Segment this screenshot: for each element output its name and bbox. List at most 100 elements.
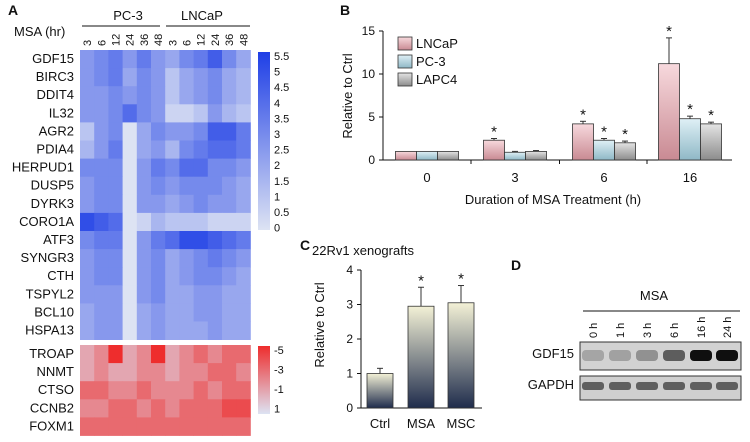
heatmap-cell <box>122 104 138 123</box>
heatmap-cell <box>222 231 237 250</box>
legend-up-ticks: 5.5 5 4.5 4 3.5 3 2.5 2 1.5 1 0.5 0 <box>274 51 289 235</box>
band-gdf15 <box>609 350 631 361</box>
heatmap-cell <box>179 194 194 214</box>
heatmap-cell <box>165 212 180 232</box>
heatmap-cell <box>179 176 194 196</box>
significance-star: * <box>418 272 424 289</box>
heatmap-cell <box>165 381 180 400</box>
heatmap-cell <box>179 381 194 400</box>
heatmap-cell <box>94 321 109 340</box>
heatmap-cell <box>122 381 138 400</box>
heatmap-cell <box>207 212 223 232</box>
heatmap-cell <box>222 321 237 340</box>
timepoint-label: 36 <box>139 34 151 46</box>
gene-label-foxm1: FOXM1 <box>29 418 74 433</box>
panel-c-title: 22Rv1 xenografts <box>312 243 414 258</box>
heatmap-cell <box>207 285 223 304</box>
heatmap-cell <box>151 363 166 382</box>
gene-label-atf3: ATF3 <box>43 232 74 247</box>
timepoint-label: 12 <box>196 34 208 46</box>
heatmap-cell <box>207 68 223 87</box>
legend-label-lapc4: LAPC4 <box>416 72 457 87</box>
panel-d-label: D <box>511 257 521 273</box>
bar-pc-3 <box>679 118 701 161</box>
band-gdf15 <box>716 350 738 361</box>
heatmap-cell <box>193 249 209 268</box>
heatmap-cell <box>236 86 251 105</box>
heatmap-cell <box>136 122 152 141</box>
heatmap-cell <box>179 231 194 250</box>
heatmap-cell <box>108 50 123 69</box>
heatmap-cell <box>122 158 138 178</box>
heatmap-cell <box>207 381 223 400</box>
heatmap-cell <box>179 86 194 105</box>
legend-up-tick: 0 <box>274 223 280 235</box>
heatmap-cell <box>179 345 194 364</box>
heatmap-cell <box>94 104 109 123</box>
significance-star: * <box>491 124 497 141</box>
gene-label-pdia4: PDIA4 <box>36 142 74 157</box>
heatmap-cell <box>151 140 166 159</box>
heatmap-cell <box>108 345 123 364</box>
band-gapdh <box>609 382 631 390</box>
gene-label-tspyl2: TSPYL2 <box>26 286 74 301</box>
heatmap-cell <box>94 381 109 400</box>
bar-pc-3 <box>416 150 438 161</box>
heatmap-cell <box>236 363 251 382</box>
legend-up-colorbar <box>258 52 270 230</box>
panel-c-ytick-label: 1 <box>346 367 353 381</box>
significance-star: * <box>601 124 607 141</box>
gene-label-troap: TROAP <box>29 346 74 361</box>
heatmap-cell <box>108 212 123 232</box>
bar-lapc4 <box>614 142 636 161</box>
heatmap-cell <box>151 158 166 178</box>
legend-down-tick: -5 <box>274 345 284 357</box>
heatmap-cell <box>193 399 209 418</box>
heatmap-cell <box>151 50 166 69</box>
heatmap-cell <box>151 267 166 286</box>
heatmap-cell <box>165 267 180 286</box>
heatmap-cell <box>207 363 223 382</box>
heatmap-cell <box>108 285 123 304</box>
band-gapdh <box>716 382 738 390</box>
heatmap-cell <box>193 321 209 340</box>
gene-label-nnmt: NNMT <box>36 364 74 379</box>
bar-msa <box>407 305 435 409</box>
heatmap-cell <box>94 363 109 382</box>
heatmap-cell <box>207 104 223 123</box>
heatmap-cell <box>193 194 209 214</box>
heatmap-cell <box>151 285 166 304</box>
heatmap-cell <box>165 249 180 268</box>
panel-b-ytick-label: 0 <box>368 153 375 167</box>
heatmap-cell <box>222 158 237 178</box>
heatmap-cell <box>236 417 251 436</box>
heatmap-cell <box>236 303 251 322</box>
panel-c-ytick-label: 0 <box>346 401 353 415</box>
heatmap-cell <box>151 104 166 123</box>
heatmap-cell <box>122 140 138 159</box>
heatmap-cell <box>222 104 237 123</box>
heatmap-cell <box>193 158 209 178</box>
heatmap-cell <box>122 399 138 418</box>
significance-star: * <box>666 23 672 40</box>
heatmap-cell <box>193 231 209 250</box>
panel-b-xtick-label: 0 <box>423 170 430 185</box>
panel-c-xtick-label: MSA <box>407 416 436 431</box>
heatmap-cell <box>236 345 251 364</box>
gene-label-dusp5: DUSP5 <box>31 178 74 193</box>
heatmap-cell <box>122 86 138 105</box>
heatmap-cell <box>136 303 152 322</box>
heatmap-cell <box>193 363 209 382</box>
band-gapdh <box>636 382 658 390</box>
heatmap-header: MSA (hr) <box>14 24 65 39</box>
gene-label-ddit4: DDIT4 <box>36 87 74 102</box>
western-blot-gdf15-membrane <box>579 341 742 371</box>
legend-down-tick: 1 <box>274 404 280 416</box>
heatmap-cell <box>179 104 194 123</box>
heatmap-cell <box>179 140 194 159</box>
bar-lncap <box>572 123 594 161</box>
heatmap-cell <box>207 86 223 105</box>
gene-label-ccnb2: CCNB2 <box>30 400 74 415</box>
heatmap-cell <box>80 363 95 382</box>
heatmap-cell <box>94 303 109 322</box>
